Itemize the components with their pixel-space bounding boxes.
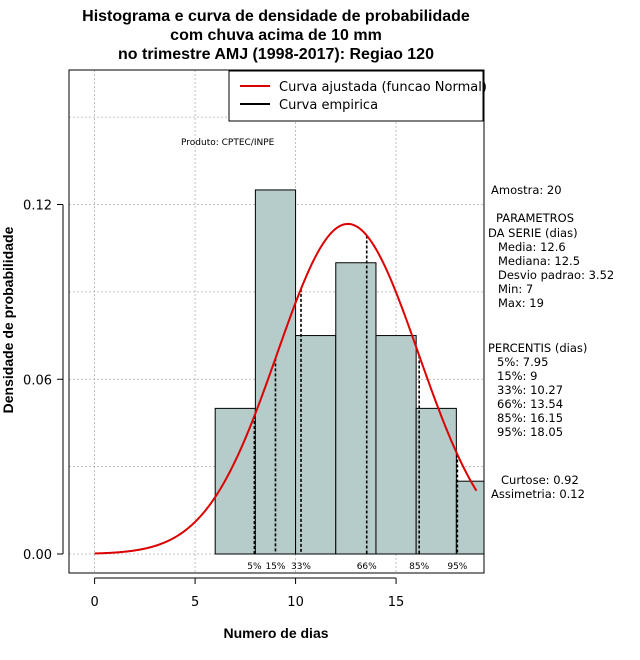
- product-annotation: Produto: CPTEC/INPE: [181, 138, 275, 148]
- percentile-label: 66%: [357, 562, 377, 572]
- param-mediana: Mediana: 12.5: [498, 254, 580, 268]
- x-tick-label: 15: [388, 595, 405, 610]
- x-tick-label: 10: [287, 595, 304, 610]
- y-axis-label: Densidade de probabilidade: [0, 226, 16, 413]
- legend-box: [228, 70, 484, 122]
- percentile-label: 85%: [409, 562, 429, 572]
- sample-size: Amostra: 20: [491, 183, 562, 197]
- percentis-title: PERCENTIS (dias): [488, 341, 587, 355]
- x-tick-label: 0: [90, 595, 98, 610]
- percentile-lines: 5% 15% 33% 66% 85% 95%: [247, 235, 468, 572]
- x-axis-label: Numero de dias: [223, 625, 328, 641]
- y-axis: 0.00 0.06 0.12: [23, 199, 64, 563]
- percentil-95: 95%: 18.05: [497, 425, 563, 439]
- x-tick-label: 5: [191, 595, 199, 610]
- parameters-unit: DA SERIE (dias): [488, 226, 578, 240]
- percentile-label: 15%: [265, 562, 285, 572]
- y-tick-label: 0.06: [23, 373, 52, 388]
- histogram-bar: [455, 480, 485, 555]
- statistics-panel: Amostra: 20 PARAMETROS DA SERIE (dias) M…: [488, 183, 614, 501]
- histogram-bar: [375, 335, 417, 555]
- chart-title-line-1: Histograma e curva de densidade de proba…: [82, 8, 470, 25]
- percentil-66: 66%: 13.54: [497, 397, 563, 411]
- y-tick-label: 0.12: [23, 199, 52, 214]
- histogram-bar: [295, 335, 337, 555]
- param-max: Max: 19: [498, 296, 544, 310]
- param-media: Media: 12.6: [498, 240, 566, 254]
- percentile-label: 33%: [291, 562, 311, 572]
- histogram-bar: [335, 262, 377, 555]
- normal-curve-line: [94, 222, 478, 555]
- histogram-bar: [415, 407, 457, 555]
- y-tick-label: 0.00: [23, 548, 52, 563]
- legend-label-normal: Curva ajustada (funcao Normal): [279, 80, 487, 95]
- chart-title-line-3: no trimestre AMJ (1998-2017): Regiao 120: [118, 46, 434, 63]
- legend: Curva ajustada (funcao Normal) Curva emp…: [228, 70, 487, 122]
- percentile-label: 95%: [447, 562, 467, 572]
- curtose: Curtose: 0.92: [501, 473, 579, 487]
- percentil-15: 15%: 9: [497, 369, 537, 383]
- percentil-33: 33%: 10.27: [497, 383, 563, 397]
- parameters-title: PARAMETROS: [496, 211, 574, 225]
- assimetria: Assimetria: 0.12: [491, 487, 585, 501]
- normal-curve: [94, 222, 478, 555]
- plot-frame: [68, 69, 485, 574]
- percentil-5: 5%: 7.95: [497, 355, 548, 369]
- percentil-85: 85%: 16.15: [497, 411, 563, 425]
- param-min: Min: 7: [498, 282, 533, 296]
- histogram-bars: [214, 189, 485, 555]
- chart-title-line-2: com chuva acima de 10 mm: [170, 27, 382, 44]
- percentile-label: 5%: [247, 562, 262, 572]
- legend-label-empirical: Curva empirica: [279, 98, 378, 113]
- x-axis: 0 5 10 15: [90, 577, 405, 610]
- param-desvio: Desvio padrao: 3.52: [498, 268, 614, 282]
